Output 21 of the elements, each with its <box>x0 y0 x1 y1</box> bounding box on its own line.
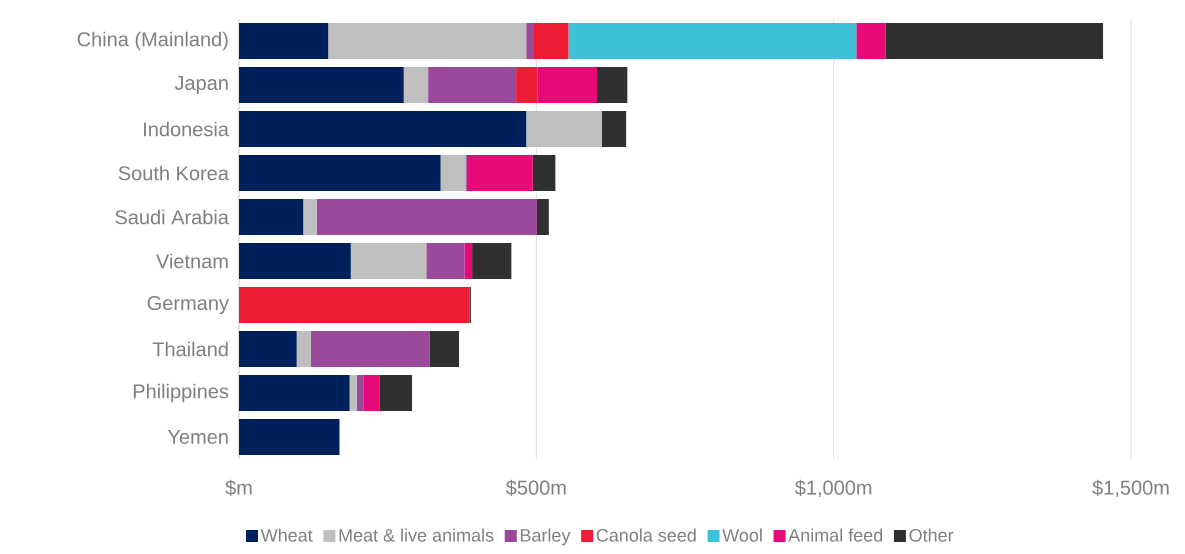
legend-label: Wheat <box>260 528 313 542</box>
y-tick-label: Philippines <box>133 383 229 403</box>
y-tick-label: Germany <box>147 295 229 315</box>
y-tick-label: Thailand <box>152 341 228 357</box>
y-tick-label: Indonesia <box>144 121 229 137</box>
legend-label: Meat & live animals <box>339 528 494 542</box>
legend-label: Animal feed <box>788 528 883 542</box>
y-tick-label: Saudi Arabia <box>115 209 229 225</box>
y-tick-label: South Korea <box>118 165 229 181</box>
x-tick-label: $500m <box>505 479 566 496</box>
y-tick-label: Japan <box>174 76 228 94</box>
y-tick-label: Vietnam <box>156 253 228 269</box>
x-tick-label: $1,500m <box>1092 479 1169 498</box>
legend-label: Canola seed <box>596 528 696 542</box>
x-tick-label: $m <box>225 479 252 496</box>
legend-label: Wool <box>722 528 762 542</box>
x-tick-label: $1,000m <box>794 479 872 498</box>
legend-label: Other <box>909 528 954 542</box>
legend-label: Barley <box>520 528 571 546</box>
y-tick-label: China (Mainland) <box>77 31 228 51</box>
y-tick-label: Yemen <box>167 430 228 444</box>
